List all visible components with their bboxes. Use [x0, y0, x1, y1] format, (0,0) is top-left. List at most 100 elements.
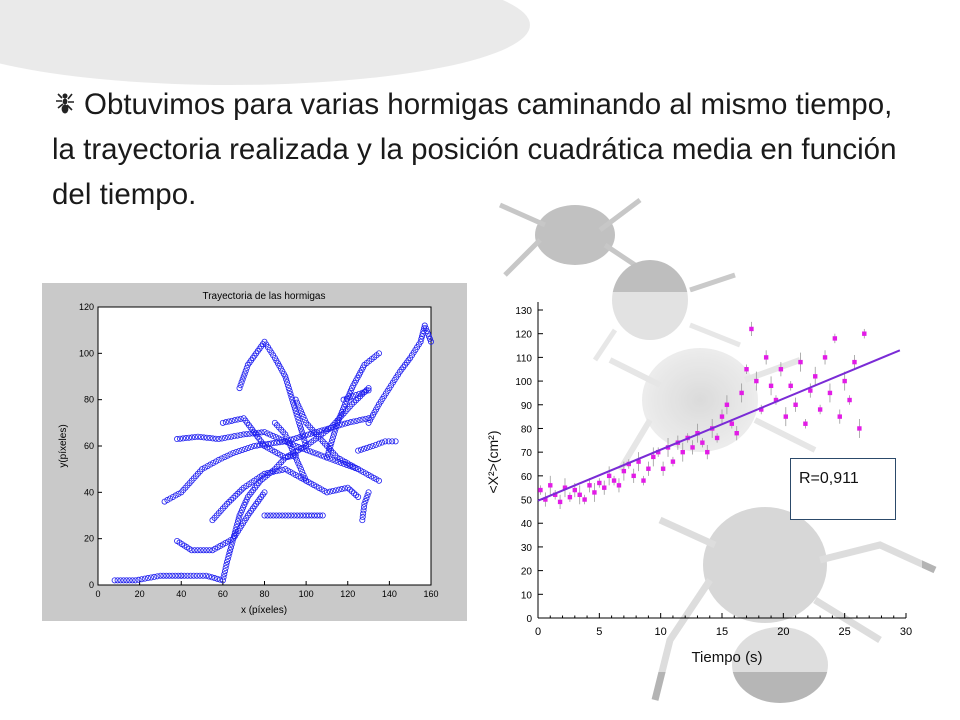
- trajectory-point: [191, 547, 198, 554]
- msd-point: [587, 483, 592, 488]
- msd-point: [773, 397, 779, 403]
- msd-point: [827, 390, 833, 396]
- msd-point: [788, 383, 793, 389]
- msd-y-tick-label: 30: [521, 543, 533, 554]
- trajectory-point: [148, 574, 155, 581]
- trajectory-y-tick-label: 0: [89, 580, 94, 590]
- msd-y-tick-label: 10: [521, 590, 533, 601]
- trajectory-markers: [111, 322, 434, 584]
- trajectory-point: [219, 577, 226, 584]
- trajectory-y-tick-label: 120: [79, 302, 94, 312]
- trajectory-point: [225, 553, 232, 560]
- msd-point: [582, 497, 587, 502]
- msd-point: [602, 485, 607, 490]
- trajectory-x-tick-label: 140: [382, 589, 397, 599]
- trajectory-point: [276, 467, 283, 474]
- trajectory-point: [228, 541, 235, 548]
- trajectory-point: [332, 487, 339, 494]
- trajectory-point: [312, 450, 319, 457]
- msd-point: [660, 466, 666, 471]
- trajectory-point: [294, 512, 301, 519]
- trajectory-point: [338, 409, 345, 416]
- trajectory-point: [261, 429, 268, 436]
- trajectory-point: [341, 420, 348, 427]
- trajectory-point: [296, 463, 303, 470]
- trajectory-point: [296, 405, 303, 412]
- trajectory-point: [356, 390, 363, 397]
- trajectory-point: [230, 494, 237, 501]
- msd-point: [641, 478, 646, 483]
- trajectory-point: [334, 419, 341, 426]
- msd-point: [651, 454, 656, 460]
- trajectory-point: [222, 565, 229, 572]
- trajectory-point: [299, 411, 306, 418]
- trajectory-point: [157, 572, 164, 579]
- trajectory-point: [356, 417, 363, 424]
- trajectory-point: [347, 387, 354, 394]
- msd-y-tick-label: 120: [515, 330, 532, 341]
- trajectory-point: [292, 396, 299, 403]
- trajectory-point: [261, 512, 268, 519]
- trajectory-point: [144, 575, 151, 582]
- trajectory-point: [363, 495, 370, 502]
- msd-y-tick-label: 70: [521, 448, 533, 459]
- trajectory-point: [185, 434, 192, 441]
- trajectory-point: [389, 438, 396, 445]
- trajectory-point: [261, 470, 268, 477]
- msd-point: [813, 374, 818, 379]
- msd-point: [631, 473, 636, 479]
- msd-point: [798, 359, 803, 365]
- msd-point: [714, 435, 720, 441]
- trajectory-x-tick-label: 120: [340, 589, 355, 599]
- trajectory-point: [315, 451, 322, 458]
- trajectory-point: [291, 451, 298, 458]
- msd-point: [832, 336, 838, 341]
- trajectory-point: [243, 364, 250, 371]
- trajectory-point: [365, 385, 372, 392]
- trajectory-point: [188, 434, 195, 441]
- trajectory-y-tick-label: 60: [84, 441, 94, 451]
- trajectory-x-tick-label: 160: [423, 589, 438, 599]
- trajectory-point: [240, 373, 247, 380]
- trajectory-point: [163, 572, 170, 579]
- trajectory-point: [236, 447, 243, 454]
- trajectory-point: [273, 512, 280, 519]
- msd-point: [749, 326, 754, 332]
- msd-point: [695, 431, 700, 436]
- trajectory-point: [129, 577, 136, 584]
- trajectory-axis-ticks: 0 20 40 60 80 100 120 140 160 0 20 40 60 80 100 120: [79, 302, 439, 599]
- msd-point: [754, 378, 759, 384]
- trajectory-point: [355, 493, 362, 500]
- trajectory-point: [417, 338, 424, 345]
- trajectory-point: [324, 451, 331, 458]
- trajectory-point: [319, 512, 326, 519]
- msd-x-tick-label: 25: [839, 626, 851, 638]
- msd-x-tick-label: 0: [535, 626, 541, 638]
- trajectory-point: [300, 434, 307, 441]
- trajectory-point: [325, 448, 332, 455]
- trajectory-x-tick-label: 0: [95, 589, 100, 599]
- msd-point: [700, 440, 705, 445]
- trajectory-point: [287, 442, 294, 449]
- trajectory-point: [221, 571, 228, 578]
- msd-point: [616, 483, 622, 488]
- msd-point: [597, 480, 602, 486]
- trajectory-point: [375, 350, 382, 357]
- trajectory-point: [364, 492, 371, 499]
- trajectory-point: [206, 547, 213, 554]
- trajectory-point: [299, 431, 306, 438]
- trajectory-point: [343, 461, 350, 468]
- trajectory-point: [215, 436, 222, 443]
- trajectory-point: [282, 512, 289, 519]
- trajectory-point: [206, 435, 213, 442]
- trajectory-point: [382, 438, 389, 445]
- trajectory-point: [318, 452, 325, 459]
- trajectory-point: [172, 572, 179, 579]
- trajectory-point: [236, 488, 243, 495]
- trajectory-point: [348, 488, 355, 495]
- trajectory-point: [200, 434, 207, 441]
- trajectory-point: [353, 492, 360, 499]
- trajectory-point: [233, 448, 240, 455]
- trajectory-y-tick-label: 20: [84, 534, 94, 544]
- trajectory-point: [248, 443, 255, 450]
